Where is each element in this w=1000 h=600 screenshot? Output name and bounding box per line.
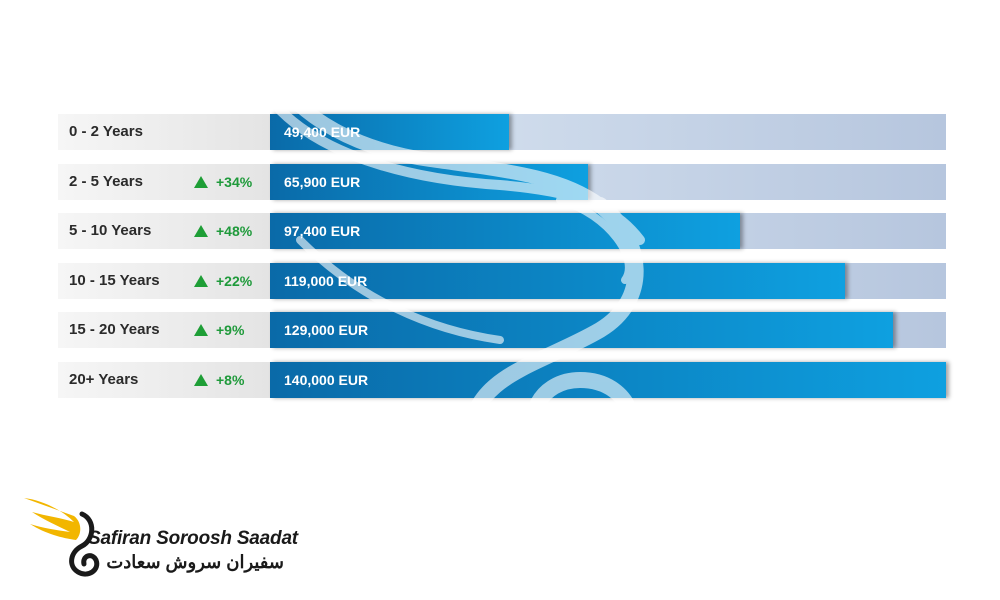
growth-indicator: +9%	[194, 312, 244, 348]
bar	[270, 361, 946, 398]
up-arrow-icon	[194, 175, 208, 188]
brand-name-english: Safiran Soroosh Saadat	[88, 528, 298, 549]
category-cell: 10 - 15 Years +22%	[58, 262, 270, 299]
bar-track: 97,400 EUR	[270, 213, 946, 249]
category-label: 0 - 2 Years	[69, 123, 143, 140]
growth-label: +22%	[216, 272, 253, 289]
bar-value-label: 140,000 EUR	[284, 371, 369, 388]
chart-row: 15 - 20 Years +9% 129,000 EUR	[58, 312, 946, 348]
category-label: 10 - 15 Years	[69, 271, 160, 289]
chart-row: 5 - 10 Years +48% 97,400 EUR	[58, 213, 946, 249]
bar-track: 119,000 EUR	[270, 262, 946, 299]
category-label: 2 - 5 Years	[69, 172, 143, 190]
bar-value-label: 49,400 EUR	[284, 124, 361, 140]
brand-name-persian: سفیران سروش سعادت	[106, 552, 284, 572]
growth-label: +9%	[216, 322, 245, 338]
chart-row: 10 - 15 Years +22% 119,000 EUR	[58, 262, 946, 299]
category-label: 20+ Years	[69, 370, 139, 388]
bar-track: 49,400 EUR	[270, 114, 946, 150]
bar-track: 129,000 EUR	[270, 312, 946, 348]
growth-indicator: +48%	[194, 213, 252, 249]
category-cell: 0 - 2 Years	[58, 114, 270, 150]
growth-indicator: +34%	[194, 164, 252, 200]
chart-row: 0 - 2 Years 49,400 EUR	[58, 114, 946, 150]
up-arrow-icon	[194, 274, 208, 287]
up-arrow-icon	[194, 373, 208, 386]
chart-row: 2 - 5 Years +34% 65,900 EUR	[58, 163, 946, 200]
bar-track: 65,900 EUR	[270, 163, 946, 200]
salary-chart: 0 - 2 Years 49,400 EUR 2 - 5 Years +34% 65,9…	[58, 114, 946, 411]
bar-value-label: 65,900 EUR	[284, 173, 361, 190]
category-cell: 5 - 10 Years +48%	[58, 213, 270, 249]
up-arrow-icon	[194, 225, 208, 237]
bar-value-label: 97,400 EUR	[284, 223, 361, 239]
growth-indicator: +8%	[194, 362, 244, 398]
chart-row: 20+ Years +8% 140,000 EUR	[58, 361, 946, 398]
category-cell: 2 - 5 Years +34%	[58, 163, 270, 200]
swan-wing-logo-icon	[24, 498, 100, 577]
category-label: 5 - 10 Years	[69, 222, 152, 239]
bar-value-label: 129,000 EUR	[284, 322, 369, 338]
category-cell: 20+ Years +8%	[58, 361, 270, 398]
category-cell: 15 - 20 Years +9%	[58, 312, 270, 348]
bar-track: 140,000 EUR	[270, 361, 946, 398]
growth-label: +48%	[216, 223, 253, 239]
category-label: 15 - 20 Years	[69, 321, 160, 338]
brand-logo: Safiran Soroosh Saadat سفیران سروش سعادت	[22, 494, 298, 584]
up-arrow-icon	[194, 324, 208, 336]
bar-value-label: 119,000 EUR	[284, 272, 368, 289]
growth-indicator: +22%	[194, 263, 252, 299]
growth-label: +34%	[216, 173, 253, 190]
growth-label: +8%	[216, 371, 245, 388]
